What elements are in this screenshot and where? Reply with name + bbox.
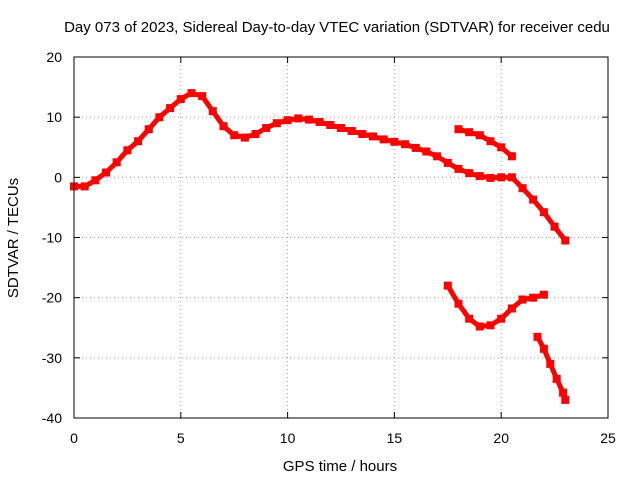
data-point <box>283 116 292 125</box>
data-point <box>166 104 175 113</box>
data-point <box>539 208 548 217</box>
data-point <box>379 135 388 144</box>
data-point <box>102 168 110 177</box>
series-line <box>71 90 568 243</box>
data-point <box>262 124 271 132</box>
data-point <box>475 322 484 331</box>
data-point <box>518 295 527 304</box>
data-point <box>546 359 555 368</box>
data-point <box>475 172 484 181</box>
data-point <box>518 184 527 193</box>
series-short-arc-18-20 <box>454 125 516 161</box>
data-point <box>187 89 196 98</box>
y-axis-label: SDTVAR / TECUs <box>5 178 22 298</box>
data-point <box>486 321 495 330</box>
data-point <box>454 299 463 308</box>
y-tick-label: 0 <box>54 169 62 185</box>
data-point <box>155 113 164 122</box>
data-point <box>486 137 495 146</box>
data-point <box>465 314 474 323</box>
grid <box>74 57 608 418</box>
data-point <box>123 146 132 155</box>
y-tick-label: -40 <box>42 410 62 426</box>
data-point <box>390 137 399 146</box>
data-point <box>486 173 495 182</box>
data-point <box>561 236 570 245</box>
data-point <box>539 344 548 353</box>
series-dip-arc <box>443 281 548 331</box>
data-point <box>552 374 561 383</box>
y-tick-label: -20 <box>42 290 62 306</box>
data-point <box>230 131 239 140</box>
data-point <box>219 122 228 131</box>
series-line <box>445 283 547 329</box>
series-main-arc <box>70 89 570 245</box>
y-tick-label: -10 <box>42 230 62 246</box>
data-point <box>401 140 410 149</box>
data-point <box>454 164 463 173</box>
data-point <box>80 182 89 191</box>
data-point <box>91 176 100 185</box>
series-late-drop <box>533 332 570 404</box>
data-point <box>347 127 356 135</box>
data-point <box>208 107 217 116</box>
x-axis-label: GPS time / hours <box>283 458 397 475</box>
data-point <box>358 130 367 138</box>
data-point <box>465 128 474 137</box>
data-layer <box>70 89 570 404</box>
data-point <box>198 92 207 101</box>
x-tick-label: 5 <box>177 430 185 446</box>
y-tick-label: 20 <box>46 49 62 65</box>
data-point <box>529 195 538 204</box>
data-point <box>497 314 506 323</box>
x-tick-label: 15 <box>387 430 403 446</box>
data-point <box>561 395 570 404</box>
data-point <box>411 143 420 152</box>
data-point <box>443 158 452 167</box>
data-point <box>529 293 538 302</box>
x-tick-label: 0 <box>70 430 78 446</box>
data-point <box>443 281 452 290</box>
data-point <box>465 169 474 178</box>
data-point <box>294 114 303 123</box>
data-point <box>559 388 568 397</box>
data-point <box>144 125 153 134</box>
data-point <box>134 137 143 146</box>
x-tick-label: 10 <box>280 430 296 446</box>
data-point <box>422 147 431 156</box>
data-point <box>433 152 442 161</box>
data-point <box>337 124 345 132</box>
data-point <box>112 158 121 167</box>
data-point <box>507 152 516 161</box>
data-point <box>315 118 324 126</box>
data-point <box>326 121 335 129</box>
data-point <box>454 125 463 134</box>
chart-title: Day 073 of 2023, Sidereal Day-to-day VTE… <box>64 19 610 36</box>
y-tick-label: 10 <box>46 109 62 125</box>
ticks: 0 5 10 15 20 25 -40 -30 -20 -10 0 10 20 <box>42 49 616 446</box>
x-tick-label: 20 <box>493 430 509 446</box>
data-point <box>305 115 313 124</box>
data-point <box>497 173 506 182</box>
data-point <box>272 119 281 128</box>
data-point <box>550 222 559 231</box>
data-point <box>240 133 249 142</box>
data-point <box>369 132 377 141</box>
data-point <box>497 143 506 152</box>
data-point <box>475 131 484 140</box>
data-point <box>507 304 516 313</box>
data-point <box>539 290 548 299</box>
data-point <box>251 130 260 138</box>
y-tick-label: -30 <box>42 350 62 366</box>
data-point <box>533 332 542 341</box>
data-point <box>507 173 516 182</box>
x-tick-label: 25 <box>600 430 616 446</box>
data-point <box>176 95 185 104</box>
